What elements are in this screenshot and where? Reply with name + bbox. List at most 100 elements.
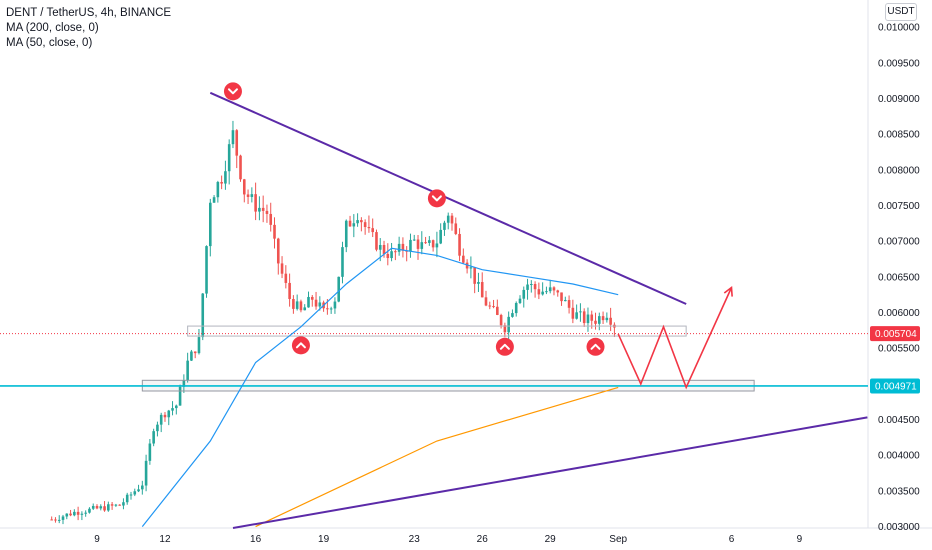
ma200-line bbox=[255, 386, 619, 528]
candle-body bbox=[439, 229, 442, 244]
candle-body bbox=[564, 300, 567, 302]
candle-body bbox=[167, 410, 171, 418]
candle-body bbox=[363, 222, 367, 228]
candle-body bbox=[326, 308, 329, 310]
candle-body bbox=[310, 296, 314, 300]
projection-path bbox=[617, 287, 733, 390]
candle-body bbox=[318, 302, 322, 307]
last-price-tag-text: 0.005704 bbox=[875, 329, 917, 340]
candle-body bbox=[57, 519, 61, 521]
candle-body bbox=[394, 251, 397, 253]
y-tick-label: 0.009500 bbox=[878, 58, 920, 69]
candle-body bbox=[605, 317, 609, 321]
candle-body bbox=[91, 505, 95, 509]
candle-body bbox=[209, 202, 212, 247]
candle-body bbox=[333, 301, 337, 309]
candle-body bbox=[284, 273, 288, 283]
candle-body bbox=[201, 293, 205, 338]
axes-background bbox=[0, 0, 932, 529]
candle-body bbox=[344, 220, 348, 248]
candles bbox=[50, 120, 616, 525]
candle-body bbox=[352, 223, 356, 227]
candle-body bbox=[205, 246, 208, 294]
candle-body bbox=[571, 307, 575, 319]
ma50-legend[interactable]: MA (50, close, 0) bbox=[6, 37, 93, 49]
candle-body bbox=[246, 194, 250, 197]
candle-body bbox=[50, 519, 53, 521]
candle-body bbox=[193, 351, 197, 354]
candle-body bbox=[129, 494, 133, 496]
candle-body bbox=[152, 431, 155, 444]
ma50-line bbox=[141, 247, 619, 527]
chevron-up-icon bbox=[291, 336, 310, 355]
time-axis[interactable]: 9 12 16 19 23 26 29 Sep 6 9 bbox=[94, 534, 802, 545]
chart-legend: DENT / TetherUS, 4h, BINANCE MA (200, cl… bbox=[6, 6, 171, 51]
symbol-title[interactable]: DENT / TetherUS, 4h, BINANCE bbox=[6, 7, 172, 19]
candle-body bbox=[220, 182, 223, 184]
candle-body bbox=[431, 240, 435, 248]
candle-body bbox=[156, 424, 159, 432]
candle-body bbox=[303, 307, 307, 311]
candle-body bbox=[458, 233, 461, 256]
candle-body bbox=[103, 506, 106, 511]
x-tick-label: 29 bbox=[545, 534, 557, 545]
candle-body bbox=[416, 239, 420, 249]
candle-body bbox=[450, 215, 454, 224]
candle-body bbox=[159, 414, 163, 425]
candle-body bbox=[144, 460, 148, 486]
x-tick-label: 23 bbox=[409, 534, 421, 545]
candle-body bbox=[292, 298, 295, 309]
candle-body bbox=[250, 194, 254, 197]
candle-body bbox=[337, 276, 341, 302]
candle-body bbox=[273, 224, 276, 239]
rising-trendline bbox=[232, 416, 868, 529]
x-tick-label: 6 bbox=[729, 534, 735, 545]
candle-body bbox=[518, 298, 522, 303]
candle-body bbox=[235, 130, 239, 156]
support-price-tag-bg bbox=[870, 378, 920, 394]
candle-body bbox=[594, 320, 597, 324]
candle-body bbox=[386, 253, 390, 259]
candle-body bbox=[299, 301, 303, 311]
candle-body bbox=[107, 504, 110, 511]
candle-body bbox=[477, 282, 480, 284]
support-price-tag-text: 0.004971 bbox=[875, 381, 917, 392]
candle-body bbox=[175, 405, 178, 409]
candle-body bbox=[254, 194, 257, 212]
candle-body bbox=[258, 207, 261, 212]
candle-body bbox=[601, 316, 605, 321]
candle-body bbox=[533, 284, 537, 290]
candle-body bbox=[496, 306, 499, 315]
y-tick-label: 0.010000 bbox=[878, 23, 920, 34]
currency-button[interactable]: USDT bbox=[885, 3, 917, 21]
ma200-legend[interactable]: MA (200, close, 0) bbox=[6, 22, 99, 34]
candle-body bbox=[141, 485, 144, 490]
candle-body bbox=[473, 267, 476, 284]
marker-chevron bbox=[499, 343, 510, 350]
chevron-down-icon bbox=[223, 82, 242, 101]
horizontal-zone bbox=[187, 325, 687, 337]
x-tick-label: 19 bbox=[318, 534, 330, 545]
last-price-tag-bg bbox=[870, 326, 920, 342]
candle-body bbox=[514, 302, 518, 314]
x-tick-label: 9 bbox=[797, 534, 803, 545]
candle-body bbox=[122, 502, 125, 506]
candle-body bbox=[295, 301, 299, 309]
candle-body bbox=[356, 220, 359, 224]
candle-body bbox=[480, 282, 484, 298]
marker-chevron bbox=[227, 88, 238, 95]
candle-body bbox=[390, 251, 393, 259]
marker-circle bbox=[291, 336, 310, 355]
marker-circle bbox=[586, 337, 605, 356]
candle-body bbox=[118, 504, 121, 506]
candle-body bbox=[541, 291, 544, 295]
candle-body bbox=[88, 508, 91, 513]
candle-body bbox=[212, 197, 216, 203]
candle-body bbox=[590, 314, 594, 321]
price-axis[interactable]: 0.003000 0.003500 0.004000 0.004500 0.005500… bbox=[870, 23, 920, 533]
candle-body bbox=[579, 311, 582, 313]
candle-body bbox=[488, 305, 492, 307]
candle-body bbox=[307, 296, 310, 308]
candle-body bbox=[424, 242, 427, 244]
